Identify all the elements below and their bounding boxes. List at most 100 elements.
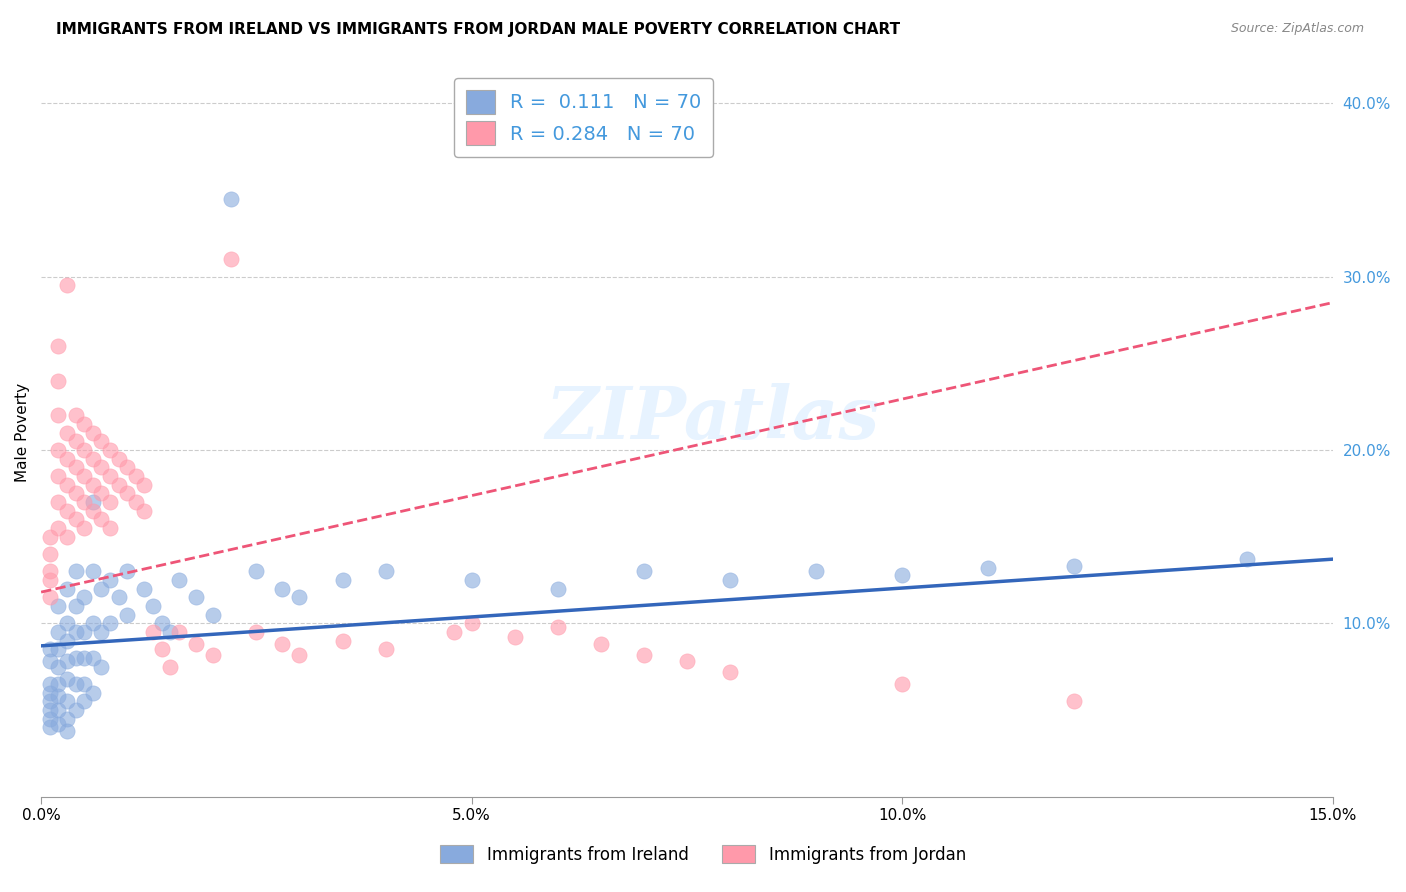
Point [46, 339, 69, 353]
Point [125, 469, 148, 483]
Point [202, 607, 225, 622]
Point [125, 495, 148, 509]
Point [73, 469, 96, 483]
Point [38, 703, 60, 717]
Point [90, 434, 112, 449]
Point [98, 495, 121, 509]
Point [107, 591, 129, 605]
Point [150, 642, 173, 657]
Point [245, 624, 267, 639]
Point [73, 694, 96, 708]
Point [46, 703, 69, 717]
Point [65, 703, 87, 717]
Point [82, 686, 104, 700]
Point [73, 651, 96, 665]
Point [98, 442, 121, 457]
Point [98, 573, 121, 587]
Point [46, 599, 69, 613]
Point [56, 655, 79, 669]
Point [65, 434, 87, 449]
Point [46, 659, 69, 673]
Point [73, 591, 96, 605]
Point [219, 192, 242, 206]
Point [142, 624, 165, 639]
Point [65, 564, 87, 578]
Point [90, 624, 112, 639]
Point [38, 591, 60, 605]
Point [107, 477, 129, 491]
Point [73, 521, 96, 535]
Point [443, 624, 465, 639]
Point [46, 495, 69, 509]
Point [46, 442, 69, 457]
Point [90, 460, 112, 475]
Point [46, 717, 69, 731]
Point [56, 694, 79, 708]
Point [82, 503, 104, 517]
Point [115, 607, 138, 622]
Point [891, 567, 914, 582]
Point [38, 573, 60, 587]
Point [288, 591, 311, 605]
Point [82, 477, 104, 491]
Point [82, 616, 104, 631]
Point [65, 460, 87, 475]
Point [38, 564, 60, 578]
Point [38, 530, 60, 544]
Point [38, 642, 60, 657]
Point [374, 564, 396, 578]
Point [134, 477, 156, 491]
Point [503, 630, 526, 644]
Point [167, 573, 190, 587]
Point [56, 451, 79, 466]
Point [82, 495, 104, 509]
Point [159, 659, 181, 673]
Point [184, 591, 207, 605]
Point [90, 512, 112, 526]
Point [46, 689, 69, 703]
Point [82, 651, 104, 665]
Point [73, 624, 96, 639]
Point [202, 648, 225, 662]
Point [90, 582, 112, 596]
Point [56, 672, 79, 686]
Point [150, 616, 173, 631]
Point [65, 624, 87, 639]
Point [90, 486, 112, 500]
Point [134, 582, 156, 596]
Point [82, 564, 104, 578]
Point [73, 417, 96, 431]
Point [46, 409, 69, 423]
Point [676, 655, 699, 669]
Point [98, 616, 121, 631]
Point [718, 665, 741, 679]
Point [65, 677, 87, 691]
Y-axis label: Male Poverty: Male Poverty [15, 383, 30, 483]
Point [56, 633, 79, 648]
Point [65, 409, 87, 423]
Point [82, 425, 104, 440]
Point [46, 677, 69, 691]
Legend: Immigrants from Ireland, Immigrants from Jordan: Immigrants from Ireland, Immigrants from… [433, 838, 973, 871]
Point [56, 530, 79, 544]
Point [46, 374, 69, 388]
Point [56, 477, 79, 491]
Point [73, 442, 96, 457]
Point [56, 616, 79, 631]
Point [65, 599, 87, 613]
Point [56, 712, 79, 726]
Point [38, 694, 60, 708]
Point [1236, 552, 1258, 566]
Point [73, 677, 96, 691]
Point [38, 720, 60, 734]
Point [56, 278, 79, 293]
Point [184, 637, 207, 651]
Point [977, 561, 1000, 575]
Point [1063, 559, 1085, 574]
Point [65, 486, 87, 500]
Point [56, 425, 79, 440]
Point [271, 582, 294, 596]
Point [804, 564, 827, 578]
Text: Source: ZipAtlas.com: Source: ZipAtlas.com [1230, 22, 1364, 36]
Point [547, 582, 569, 596]
